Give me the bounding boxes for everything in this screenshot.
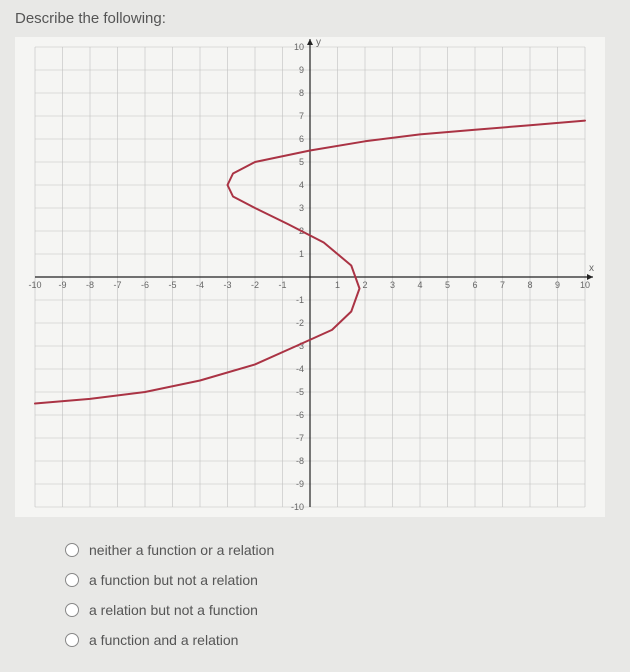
option-label: a function and a relation [89,632,238,648]
answer-options: neither a function or a relation a funct… [65,542,615,648]
svg-text:1: 1 [299,249,304,259]
graph-area: -10 -9 -8 -7 -6 -5 -4 -3 -2 -1 1 2 3 4 5 6 7 8 9 10 -10 -9 -8 -… [15,37,605,517]
radio-icon[interactable] [65,573,79,587]
option-1[interactable]: a function but not a relation [65,572,615,588]
radio-icon[interactable] [65,603,79,617]
svg-text:-7: -7 [113,280,121,290]
svg-text:-4: -4 [296,364,304,374]
svg-text:-7: -7 [296,433,304,443]
graph-svg: -10 -9 -8 -7 -6 -5 -4 -3 -2 -1 1 2 3 4 5 6 7 8 9 10 -10 -9 -8 -… [15,37,605,517]
svg-text:-10: -10 [291,502,304,512]
svg-text:1: 1 [335,280,340,290]
svg-text:7: 7 [299,111,304,121]
svg-text:-5: -5 [168,280,176,290]
svg-text:-8: -8 [86,280,94,290]
svg-text:4: 4 [417,280,422,290]
svg-text:8: 8 [527,280,532,290]
svg-text:3: 3 [390,280,395,290]
svg-text:-4: -4 [196,280,204,290]
radio-icon[interactable] [65,543,79,557]
svg-text:7: 7 [500,280,505,290]
option-label: neither a function or a relation [89,542,274,558]
svg-text:6: 6 [299,134,304,144]
svg-text:10: 10 [294,42,304,52]
svg-text:9: 9 [299,65,304,75]
svg-text:-3: -3 [223,280,231,290]
svg-text:-10: -10 [28,280,41,290]
option-label: a relation but not a function [89,602,258,618]
svg-text:-6: -6 [296,410,304,420]
svg-text:-2: -2 [296,318,304,328]
option-3[interactable]: a function and a relation [65,632,615,648]
svg-text:9: 9 [555,280,560,290]
svg-text:-1: -1 [296,295,304,305]
option-0[interactable]: neither a function or a relation [65,542,615,558]
svg-text:5: 5 [299,157,304,167]
svg-text:y: y [316,37,321,48]
question-prompt: Describe the following: [15,10,615,27]
svg-text:3: 3 [299,203,304,213]
svg-text:x: x [589,263,594,274]
svg-text:4: 4 [299,180,304,190]
svg-text:10: 10 [580,280,590,290]
svg-text:2: 2 [362,280,367,290]
svg-text:-9: -9 [58,280,66,290]
radio-icon[interactable] [65,633,79,647]
svg-text:-9: -9 [296,479,304,489]
svg-text:8: 8 [299,88,304,98]
svg-text:-2: -2 [251,280,259,290]
option-label: a function but not a relation [89,572,258,588]
svg-text:6: 6 [472,280,477,290]
svg-text:-1: -1 [278,280,286,290]
option-2[interactable]: a relation but not a function [65,602,615,618]
svg-text:-5: -5 [296,387,304,397]
svg-text:-8: -8 [296,456,304,466]
svg-text:-6: -6 [141,280,149,290]
svg-text:5: 5 [445,280,450,290]
